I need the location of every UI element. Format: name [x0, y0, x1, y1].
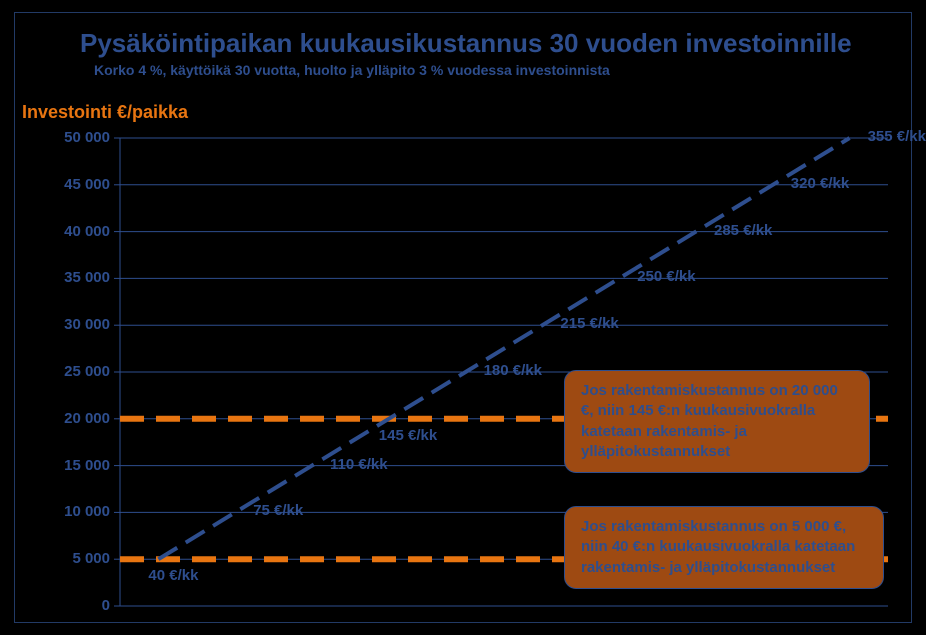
callout-5000: Jos rakentamiskustannus on 5 000 €, niin…: [564, 506, 884, 589]
data-point-label: 355 €/kk: [868, 128, 926, 145]
y-tick-label: 30 000: [50, 316, 110, 333]
y-axis-title: Investointi €/paikka: [22, 102, 188, 123]
y-tick-label: 5 000: [50, 550, 110, 567]
plot-area: 05 00010 00015 00020 00025 00030 00035 0…: [120, 138, 888, 606]
data-point-label: 320 €/kk: [791, 175, 849, 192]
data-point-label: 110 €/kk: [330, 456, 388, 473]
series-line: [158, 138, 849, 559]
data-point-label: 75 €/kk: [253, 502, 303, 519]
y-tick-label: 50 000: [50, 129, 110, 146]
y-tick-label: 0: [50, 597, 110, 614]
chart-frame: Pysäköintipaikan kuukausikustannus 30 vu…: [0, 0, 926, 635]
data-point-label: 215 €/kk: [560, 315, 618, 332]
y-tick-label: 35 000: [50, 269, 110, 286]
y-tick-label: 10 000: [50, 503, 110, 520]
y-tick-label: 15 000: [50, 457, 110, 474]
callout-20000: Jos rakentamiskustannus on 20 000 €, nii…: [564, 370, 870, 473]
y-tick-label: 20 000: [50, 410, 110, 427]
data-point-label: 285 €/kk: [714, 222, 772, 239]
chart-subtitle: Korko 4 %, käyttöikä 30 vuotta, huolto j…: [94, 62, 610, 78]
y-tick-label: 25 000: [50, 363, 110, 380]
data-point-label: 180 €/kk: [484, 362, 542, 379]
data-point-label: 40 €/kk: [148, 567, 198, 584]
y-tick-label: 40 000: [50, 223, 110, 240]
chart-title: Pysäköintipaikan kuukausikustannus 30 vu…: [80, 28, 852, 59]
y-tick-label: 45 000: [50, 176, 110, 193]
data-point-label: 145 €/kk: [379, 427, 437, 444]
data-point-label: 250 €/kk: [637, 268, 695, 285]
